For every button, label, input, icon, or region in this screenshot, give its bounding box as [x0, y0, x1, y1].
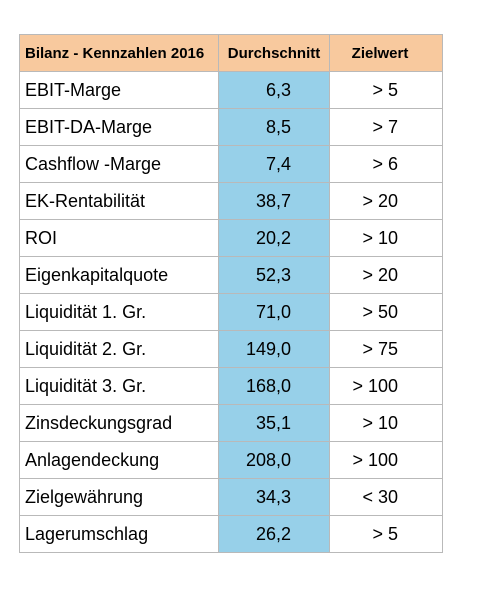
table-row: Anlagendeckung 208,0 > 100 — [19, 441, 443, 479]
row-average: 208,0 — [218, 441, 330, 479]
table-row: EBIT-DA-Marge 8,5 > 7 — [19, 108, 443, 146]
header-zielwert: Zielwert — [329, 34, 443, 72]
kennzahlen-table: Bilanz - Kennzahlen 2016 Durchschnitt Zi… — [19, 34, 443, 553]
table-row: Zinsdeckungsgrad 35,1 > 10 — [19, 404, 443, 442]
row-average: 6,3 — [218, 71, 330, 109]
header-kennzahlen: Bilanz - Kennzahlen 2016 — [19, 34, 219, 72]
row-target: > 5 — [329, 515, 443, 553]
row-average: 71,0 — [218, 293, 330, 331]
row-label: EBIT-Marge — [19, 71, 219, 109]
row-target: > 50 — [329, 293, 443, 331]
table-header-row: Bilanz - Kennzahlen 2016 Durchschnitt Zi… — [19, 34, 443, 72]
row-average: 168,0 — [218, 367, 330, 405]
row-target: > 7 — [329, 108, 443, 146]
table-row: Liquidität 2. Gr. 149,0 > 75 — [19, 330, 443, 368]
table-row: EK-Rentabilität 38,7 > 20 — [19, 182, 443, 220]
row-label: Anlagendeckung — [19, 441, 219, 479]
row-label: Zielgewährung — [19, 478, 219, 516]
row-target: > 100 — [329, 367, 443, 405]
row-target: < 30 — [329, 478, 443, 516]
row-label: EBIT-DA-Marge — [19, 108, 219, 146]
row-target: > 100 — [329, 441, 443, 479]
row-average: 26,2 — [218, 515, 330, 553]
row-label: Zinsdeckungsgrad — [19, 404, 219, 442]
row-label: EK-Rentabilität — [19, 182, 219, 220]
table-row: Eigenkapitalquote 52,3 > 20 — [19, 256, 443, 294]
row-target: > 75 — [329, 330, 443, 368]
table-row: Lagerumschlag 26,2 > 5 — [19, 515, 443, 553]
table-row: Cashflow -Marge 7,4 > 6 — [19, 145, 443, 183]
row-average: 8,5 — [218, 108, 330, 146]
row-label: ROI — [19, 219, 219, 257]
header-durchschnitt: Durchschnitt — [218, 34, 330, 72]
row-label: Cashflow -Marge — [19, 145, 219, 183]
table-row: Zielgewährung 34,3 < 30 — [19, 478, 443, 516]
row-target: > 20 — [329, 182, 443, 220]
row-average: 34,3 — [218, 478, 330, 516]
row-target: > 10 — [329, 404, 443, 442]
row-average: 7,4 — [218, 145, 330, 183]
row-label: Liquidität 3. Gr. — [19, 367, 219, 405]
row-average: 20,2 — [218, 219, 330, 257]
row-label: Liquidität 2. Gr. — [19, 330, 219, 368]
row-label: Liquidität 1. Gr. — [19, 293, 219, 331]
row-average: 38,7 — [218, 182, 330, 220]
row-label: Eigenkapitalquote — [19, 256, 219, 294]
table-row: Liquidität 1. Gr. 71,0 > 50 — [19, 293, 443, 331]
row-target: > 5 — [329, 71, 443, 109]
row-average: 52,3 — [218, 256, 330, 294]
row-average: 149,0 — [218, 330, 330, 368]
row-target: > 6 — [329, 145, 443, 183]
table-row: EBIT-Marge 6,3 > 5 — [19, 71, 443, 109]
table-row: Liquidität 3. Gr. 168,0 > 100 — [19, 367, 443, 405]
row-target: > 10 — [329, 219, 443, 257]
row-label: Lagerumschlag — [19, 515, 219, 553]
row-average: 35,1 — [218, 404, 330, 442]
row-target: > 20 — [329, 256, 443, 294]
table-row: ROI 20,2 > 10 — [19, 219, 443, 257]
